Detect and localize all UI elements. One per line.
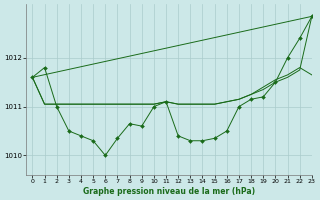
X-axis label: Graphe pression niveau de la mer (hPa): Graphe pression niveau de la mer (hPa) [83,187,255,196]
